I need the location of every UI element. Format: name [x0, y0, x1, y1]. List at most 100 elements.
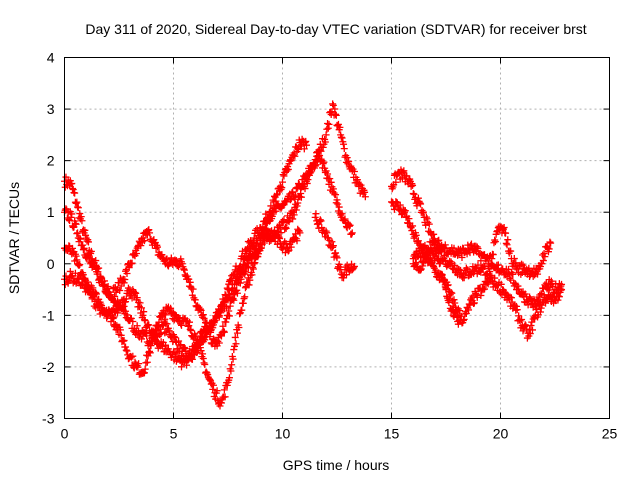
data-point-interp	[343, 154, 351, 162]
data-point-interp	[439, 277, 447, 285]
data-point	[348, 229, 356, 237]
data-point-interp	[248, 271, 256, 279]
data-point-interp	[111, 292, 119, 300]
data-point-interp	[104, 282, 112, 290]
data-point-interp	[345, 222, 353, 230]
data-point-interp	[188, 355, 196, 363]
data-point-interp	[338, 210, 346, 218]
data-point-interp	[465, 306, 473, 314]
data-point-interp	[408, 227, 416, 235]
data-point-interp	[171, 334, 179, 342]
data-point-interp	[513, 306, 521, 314]
data-point-interp	[330, 189, 338, 197]
data-point-interp	[423, 215, 431, 223]
data-point-interp	[473, 293, 481, 301]
data-point-interp	[441, 276, 449, 284]
data-point-interp	[529, 272, 537, 280]
data-point	[106, 291, 114, 299]
data-point-interp	[412, 231, 420, 239]
data-point-interp	[163, 320, 171, 328]
data-point-interp	[69, 185, 77, 193]
y-tick-label: -1	[42, 307, 55, 323]
data-point-interp	[329, 101, 337, 109]
data-point-interp	[435, 236, 443, 244]
data-point-interp	[441, 241, 449, 249]
data-point-interp	[361, 188, 369, 196]
data-point-interp	[232, 340, 240, 348]
data-point	[165, 327, 173, 335]
data-point-interp	[146, 349, 154, 357]
data-point-interp	[129, 352, 137, 360]
data-marks	[61, 100, 566, 410]
data-point	[401, 208, 409, 216]
data-point-interp	[249, 251, 257, 259]
chart-title: Day 311 of 2020, Sidereal Day-to-day VTE…	[85, 21, 586, 37]
data-point	[74, 229, 82, 237]
data-point-interp	[301, 185, 309, 193]
data-point-interp	[140, 369, 148, 377]
data-point-interp	[268, 207, 276, 215]
data-point-interp	[292, 206, 300, 214]
data-point-interp	[473, 243, 481, 251]
data-point-interp	[187, 327, 195, 335]
data-point-interp	[128, 259, 136, 267]
data-point-interp	[491, 238, 499, 246]
data-point	[244, 255, 252, 263]
data-point-interp	[481, 285, 489, 293]
data-point-interp	[68, 210, 76, 218]
data-point-interp	[76, 235, 84, 243]
data-point-interp	[401, 207, 409, 215]
data-point-interp	[261, 235, 269, 243]
data-point-interp	[251, 244, 259, 252]
data-point-interp	[474, 261, 482, 269]
data-point-interp	[186, 278, 194, 286]
data-point-interp	[123, 311, 131, 319]
data-point-interp	[110, 313, 118, 321]
data-point	[146, 347, 154, 355]
data-point-interp	[220, 328, 228, 336]
data-point-interp	[235, 324, 243, 332]
data-point-interp	[527, 322, 535, 330]
data-point-interp	[120, 279, 128, 287]
data-point-interp	[546, 238, 554, 246]
data-point-interp	[180, 353, 188, 361]
data-point-interp	[409, 181, 417, 189]
data-point-interp	[225, 307, 233, 315]
data-point-interp	[348, 230, 356, 238]
data-point-interp	[141, 365, 149, 373]
data-point-interp	[332, 249, 340, 257]
data-point-interp	[221, 393, 229, 401]
data-point-interp	[417, 200, 425, 208]
data-point-interp	[215, 313, 223, 321]
y-tick-label: 4	[47, 50, 55, 66]
data-point-interp	[338, 134, 346, 142]
data-point-interp	[282, 240, 290, 248]
data-point	[276, 182, 284, 190]
data-point	[250, 260, 258, 268]
data-point-interp	[516, 317, 524, 325]
data-point-interp	[291, 195, 299, 203]
data-point-interp	[209, 381, 217, 389]
data-point-interp	[63, 278, 71, 286]
data-point-interp	[241, 262, 249, 270]
data-point-interp	[291, 152, 299, 160]
data-point-interp	[445, 298, 453, 306]
data-point-interp	[555, 293, 563, 301]
data-point-interp	[282, 224, 290, 232]
data-point-interp	[254, 228, 262, 236]
data-point-interp	[409, 190, 417, 198]
data-point-interp	[312, 161, 320, 169]
data-point-interp	[226, 302, 234, 310]
data-point-interp	[186, 325, 194, 333]
data-point-interp	[515, 285, 523, 293]
data-point-interp	[541, 253, 549, 261]
data-point-interp	[81, 226, 89, 234]
data-point-interp	[201, 336, 209, 344]
data-point	[311, 213, 319, 221]
data-point-interp	[62, 205, 70, 213]
data-point-interp	[545, 286, 553, 294]
data-point-interp	[162, 311, 170, 319]
data-point-interp	[76, 210, 84, 218]
data-point	[283, 198, 291, 206]
data-point-interp	[255, 242, 263, 250]
